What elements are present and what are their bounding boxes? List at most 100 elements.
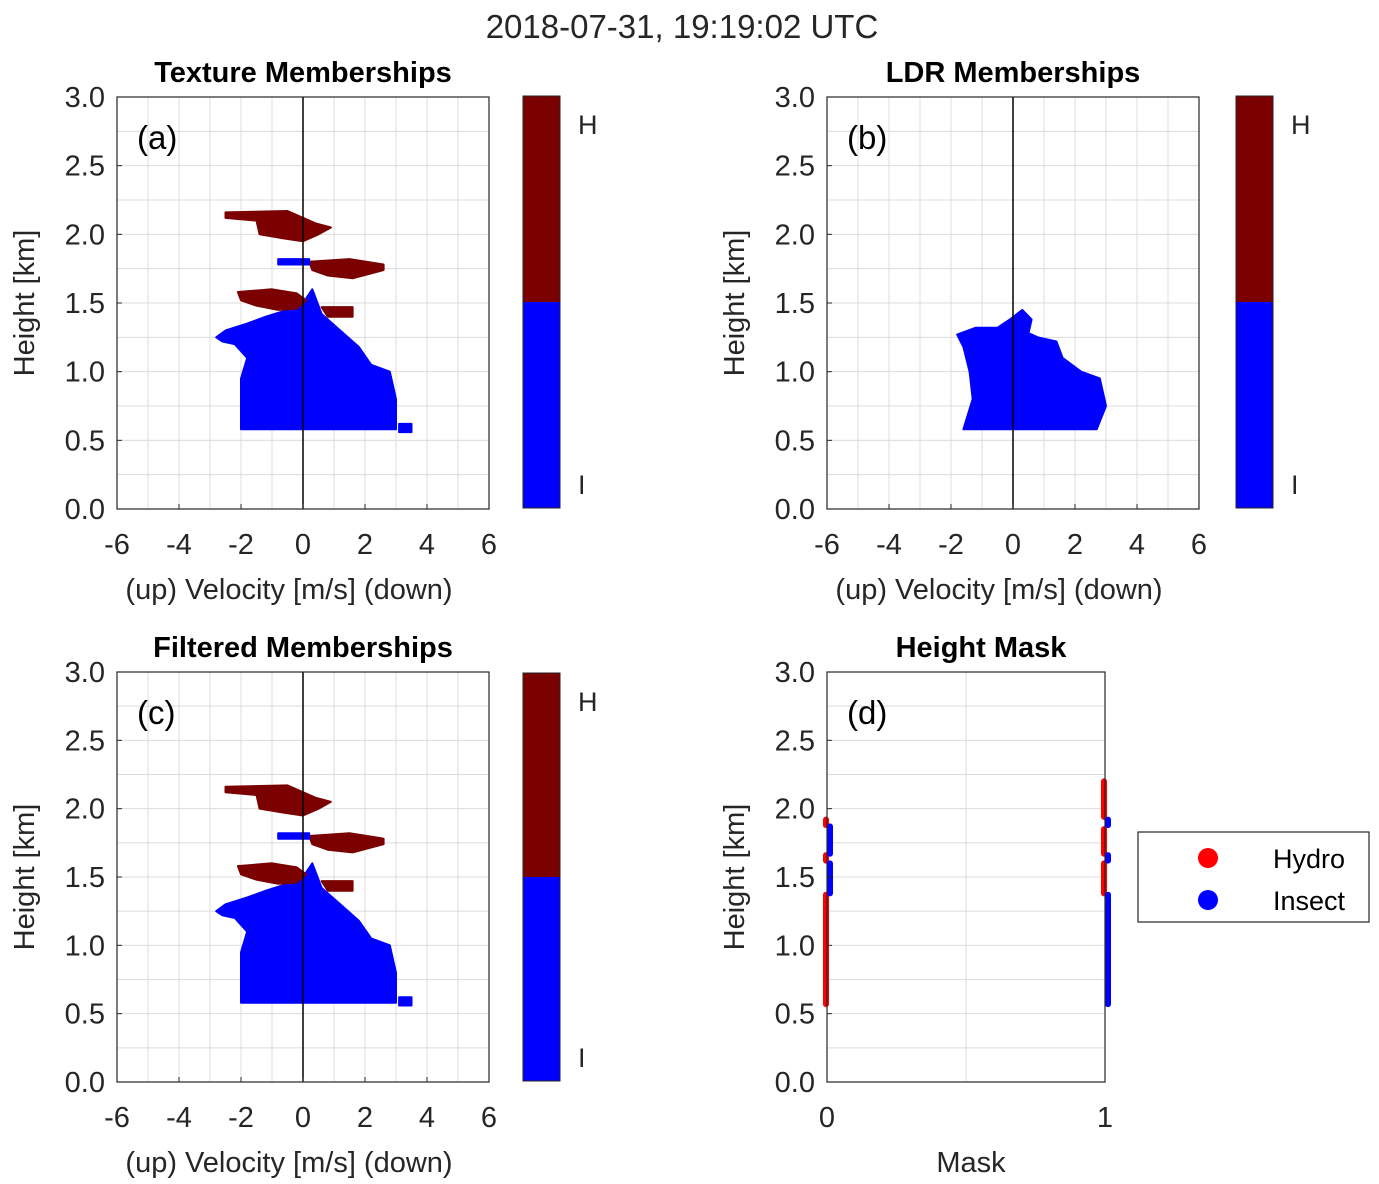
y-tick-label: 1.5 (65, 862, 105, 894)
y-tick-label: 0.0 (65, 494, 105, 526)
x-tick-label: 4 (419, 1102, 435, 1134)
x-tick-label: -4 (166, 1102, 192, 1134)
y-tick-label: 0.5 (65, 999, 105, 1031)
colorbar-label: H (1291, 110, 1311, 140)
x-tick-label: -6 (814, 529, 840, 561)
panel-d-title: Height Mask (896, 632, 1068, 664)
y-tick-label: 2.5 (65, 151, 105, 183)
panel-b-ticks: -6 -4 -2 0 2 4 6 0.0 0.5 1.0 1.5 2.0 2.5 3.0 (775, 82, 1207, 561)
y-tick-label: 3.0 (775, 82, 815, 114)
panel-d: 0 10.00.51.01.52.02.53.0 Height Mask (d) … (719, 632, 1370, 1179)
x-tick-label: -2 (228, 1102, 254, 1134)
panel-a-ticks: -6 -4 -2 0 2 4 6 0.0 0.5 1.0 1.5 2.0 2.5 3.0 (65, 82, 497, 561)
region-insect-1 (398, 422, 413, 434)
region-insect-4 (277, 832, 311, 840)
y-tick-label: 3.0 (65, 82, 105, 114)
colorbar-frame (1235, 95, 1274, 509)
y-tick-label: 2.0 (775, 219, 815, 251)
colorbar-label: I (578, 1043, 586, 1073)
x-tick-label: 2 (1067, 529, 1083, 561)
panel-b-colorbar: IH (1235, 95, 1311, 509)
colorbar-segment-H (523, 96, 560, 302)
region-insect-4 (277, 258, 311, 266)
x-tick-label: -2 (938, 529, 964, 561)
x-tick-label: -2 (228, 529, 254, 561)
y-tick-label: 1.5 (65, 288, 105, 320)
panel-a-xlabel: (up) Velocity [m/s] (down) (125, 574, 452, 606)
panel-c-ylabel: Height [km] (9, 804, 41, 951)
x-tick-label: 6 (1191, 529, 1207, 561)
panel-b-title: LDR Memberships (886, 57, 1141, 89)
region-hydro-6 (320, 880, 354, 892)
figure-title: 2018-07-31, 19:19:02 UTC (486, 8, 879, 45)
y-tick-label: 1.0 (775, 357, 815, 389)
x-tick-label: -4 (166, 529, 192, 561)
panel-b: -6 -4 -2 0 2 4 6 0.0 0.5 1.0 1.5 2.0 2.5 3.0 LDR Memb… (719, 57, 1311, 606)
y-tick-label: 0.0 (775, 494, 815, 526)
x-tick-label: 0 (295, 529, 311, 561)
panel-c-plot (215, 672, 413, 1082)
y-tick-label: 1.5 (775, 862, 815, 894)
region-hydro-5 (236, 288, 308, 311)
region-hydro-3 (308, 258, 385, 280)
panel-a-plot (215, 97, 413, 509)
panel-c-ticks: -6 -4 -2 0 2 4 6 0.0 0.5 1.0 1.5 2.0 2.5 3.0 (65, 657, 497, 1134)
x-tick-label: 6 (481, 1102, 497, 1134)
x-tick-label: 0 (819, 1102, 835, 1134)
legend-marker-insect (1198, 890, 1218, 910)
panel-a-title: Texture Memberships (154, 57, 452, 89)
x-tick-label: -4 (876, 529, 902, 561)
panel-c-xlabel: (up) Velocity [m/s] (down) (125, 1147, 452, 1179)
colorbar-label: H (578, 110, 598, 140)
y-tick-label: 0.0 (775, 1067, 815, 1099)
y-tick-label: 1.0 (65, 930, 105, 962)
y-tick-label: 3.0 (65, 657, 105, 689)
region-insect-0 (956, 308, 1107, 431)
colorbar-label: I (1291, 470, 1299, 500)
panel-b-xlabel: (up) Velocity [m/s] (down) (835, 574, 1162, 606)
colorbar-label: I (578, 470, 586, 500)
x-tick-label: 2 (357, 529, 373, 561)
region-insect-1 (398, 996, 413, 1007)
panel-a-colorbar: IH (522, 95, 598, 509)
colorbar-label: H (578, 687, 598, 717)
legend-label-insect: Insect (1273, 886, 1346, 916)
y-tick-label: 2.5 (775, 151, 815, 183)
panel-d-ylabel: Height [km] (719, 804, 751, 951)
panel-a: -6 -4 -2 0 2 4 6 0.0 0.5 1.0 1.5 2.0 2.5 3.0 Texture … (9, 57, 598, 606)
y-tick-label: 2.0 (65, 794, 105, 826)
y-tick-label: 1.5 (775, 288, 815, 320)
panel-a-ylabel: Height [km] (9, 230, 41, 377)
colorbar-segment-H (523, 673, 560, 877)
x-tick-label: 4 (419, 529, 435, 561)
panel-b-label: (b) (847, 119, 887, 156)
region-hydro-3 (308, 832, 385, 854)
legend-marker-hydro (1198, 848, 1218, 868)
panel-a-label: (a) (137, 119, 177, 156)
panel-c-title: Filtered Memberships (153, 632, 453, 664)
x-tick-label: -6 (104, 529, 130, 561)
y-tick-label: 2.5 (775, 725, 815, 757)
panel-d-ticks: 0 1 0.0 0.5 1.0 1.5 2.0 2.5 3.0 (775, 657, 1113, 1134)
colorbar-segment-H (1236, 96, 1273, 302)
y-tick-label: 2.5 (65, 725, 105, 757)
x-tick-label: -6 (104, 1102, 130, 1134)
panel-d-plot (823, 778, 1111, 1008)
panel-b-plot (956, 97, 1107, 509)
legend-label-hydro: Hydro (1273, 844, 1345, 874)
y-tick-label: 1.0 (65, 357, 105, 389)
x-tick-label: 0 (295, 1102, 311, 1134)
colorbar-frame (522, 672, 561, 1082)
panel-d-label: (d) (847, 694, 887, 731)
panel-d-legend: Hydro Insect (1137, 831, 1370, 923)
panel-c-label: (c) (137, 694, 175, 731)
y-tick-label: 0.5 (775, 425, 815, 457)
y-tick-label: 2.0 (775, 794, 815, 826)
y-tick-label: 0.5 (775, 999, 815, 1031)
panel-d-xlabel: Mask (936, 1147, 1006, 1179)
region-hydro-6 (320, 306, 354, 318)
legend-box (1137, 831, 1370, 923)
x-tick-label: 4 (1129, 529, 1145, 561)
